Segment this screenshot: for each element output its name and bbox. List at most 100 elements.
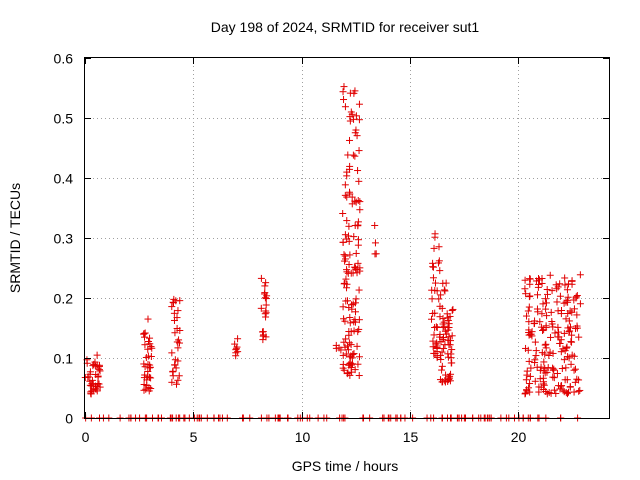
data-point [563, 343, 571, 351]
data-point [433, 348, 441, 356]
data-point [146, 364, 154, 372]
data-point [343, 217, 351, 225]
data-point [428, 315, 436, 323]
data-point [544, 364, 552, 372]
data-point [561, 376, 569, 384]
data-point [351, 366, 359, 374]
data-point [340, 315, 348, 323]
data-point [168, 378, 176, 386]
data-point [431, 233, 439, 241]
data-point [528, 332, 536, 340]
data-point [172, 364, 180, 372]
data-point [175, 336, 183, 344]
y-axis-title: SRMTID / TECUs [7, 183, 23, 293]
data-point [543, 312, 551, 320]
data-point [533, 305, 541, 313]
data-point [176, 327, 184, 335]
data-point [526, 380, 534, 388]
data-point [345, 222, 353, 230]
data-point [549, 373, 557, 381]
data-point [341, 103, 349, 111]
data-point [570, 366, 578, 374]
y-tick-label: 0 [65, 411, 73, 427]
data-point [90, 360, 98, 368]
data-point [438, 304, 446, 312]
data-point [541, 295, 549, 303]
data-point [232, 349, 240, 357]
data-point [440, 333, 448, 341]
data-point [537, 323, 545, 331]
data-point [562, 315, 570, 323]
data-point [576, 300, 584, 308]
data-point [542, 344, 550, 352]
data-point [525, 331, 533, 339]
data-point [355, 372, 363, 380]
data-point [145, 383, 153, 391]
data-point [445, 333, 453, 341]
data-point [170, 309, 178, 317]
data-point [351, 316, 359, 324]
data-point [448, 346, 456, 354]
plot-frame [84, 57, 610, 419]
data-point [444, 314, 452, 322]
data-point [444, 374, 452, 382]
data-point [524, 307, 532, 315]
data-point [353, 132, 361, 140]
data-point [352, 295, 360, 303]
data-point [545, 389, 553, 397]
data-point [232, 345, 240, 353]
data-point [429, 310, 437, 318]
data-point [349, 300, 357, 308]
data-point [447, 359, 455, 367]
data-point [561, 281, 569, 289]
data-point [146, 340, 154, 348]
data-point [371, 239, 379, 247]
data-point [566, 307, 574, 315]
data-point [342, 275, 350, 283]
data-point [354, 328, 362, 336]
data-point [534, 291, 542, 299]
data-point [147, 353, 155, 361]
data-point [526, 372, 534, 380]
data-point [440, 322, 448, 330]
data-point [347, 341, 355, 349]
data-point [573, 375, 581, 383]
data-point [547, 333, 555, 341]
data-point [345, 339, 353, 347]
data-point [444, 350, 452, 358]
data-point [339, 351, 347, 359]
data-point [576, 386, 584, 394]
data-point [345, 188, 353, 196]
data-point [444, 353, 452, 361]
data-point [554, 307, 562, 315]
data-point [566, 327, 574, 335]
data-point [144, 345, 152, 353]
data-point [522, 376, 530, 384]
data-point [542, 305, 550, 313]
data-point [532, 352, 540, 360]
data-point [547, 389, 555, 397]
data-point [350, 115, 358, 123]
data-point [430, 244, 438, 252]
data-point [532, 277, 540, 285]
data-point [257, 304, 265, 312]
data-point [435, 295, 443, 303]
data-point [262, 279, 270, 287]
y-tick-label: 0.6 [54, 51, 74, 67]
data-point [262, 313, 270, 321]
data-point [531, 356, 539, 364]
data-point [525, 303, 533, 311]
y-tick-label: 0.1 [54, 351, 74, 367]
x-tick-label: 0 [82, 429, 90, 445]
data-point [576, 271, 584, 279]
data-point [353, 342, 361, 350]
data-point [343, 172, 351, 180]
data-point [522, 290, 530, 298]
data-point [342, 350, 350, 358]
data-point [356, 198, 364, 206]
data-point [568, 338, 576, 346]
data-point [351, 308, 359, 316]
data-point [355, 236, 363, 244]
x-tick-label: 20 [511, 429, 527, 445]
data-point [545, 351, 553, 359]
